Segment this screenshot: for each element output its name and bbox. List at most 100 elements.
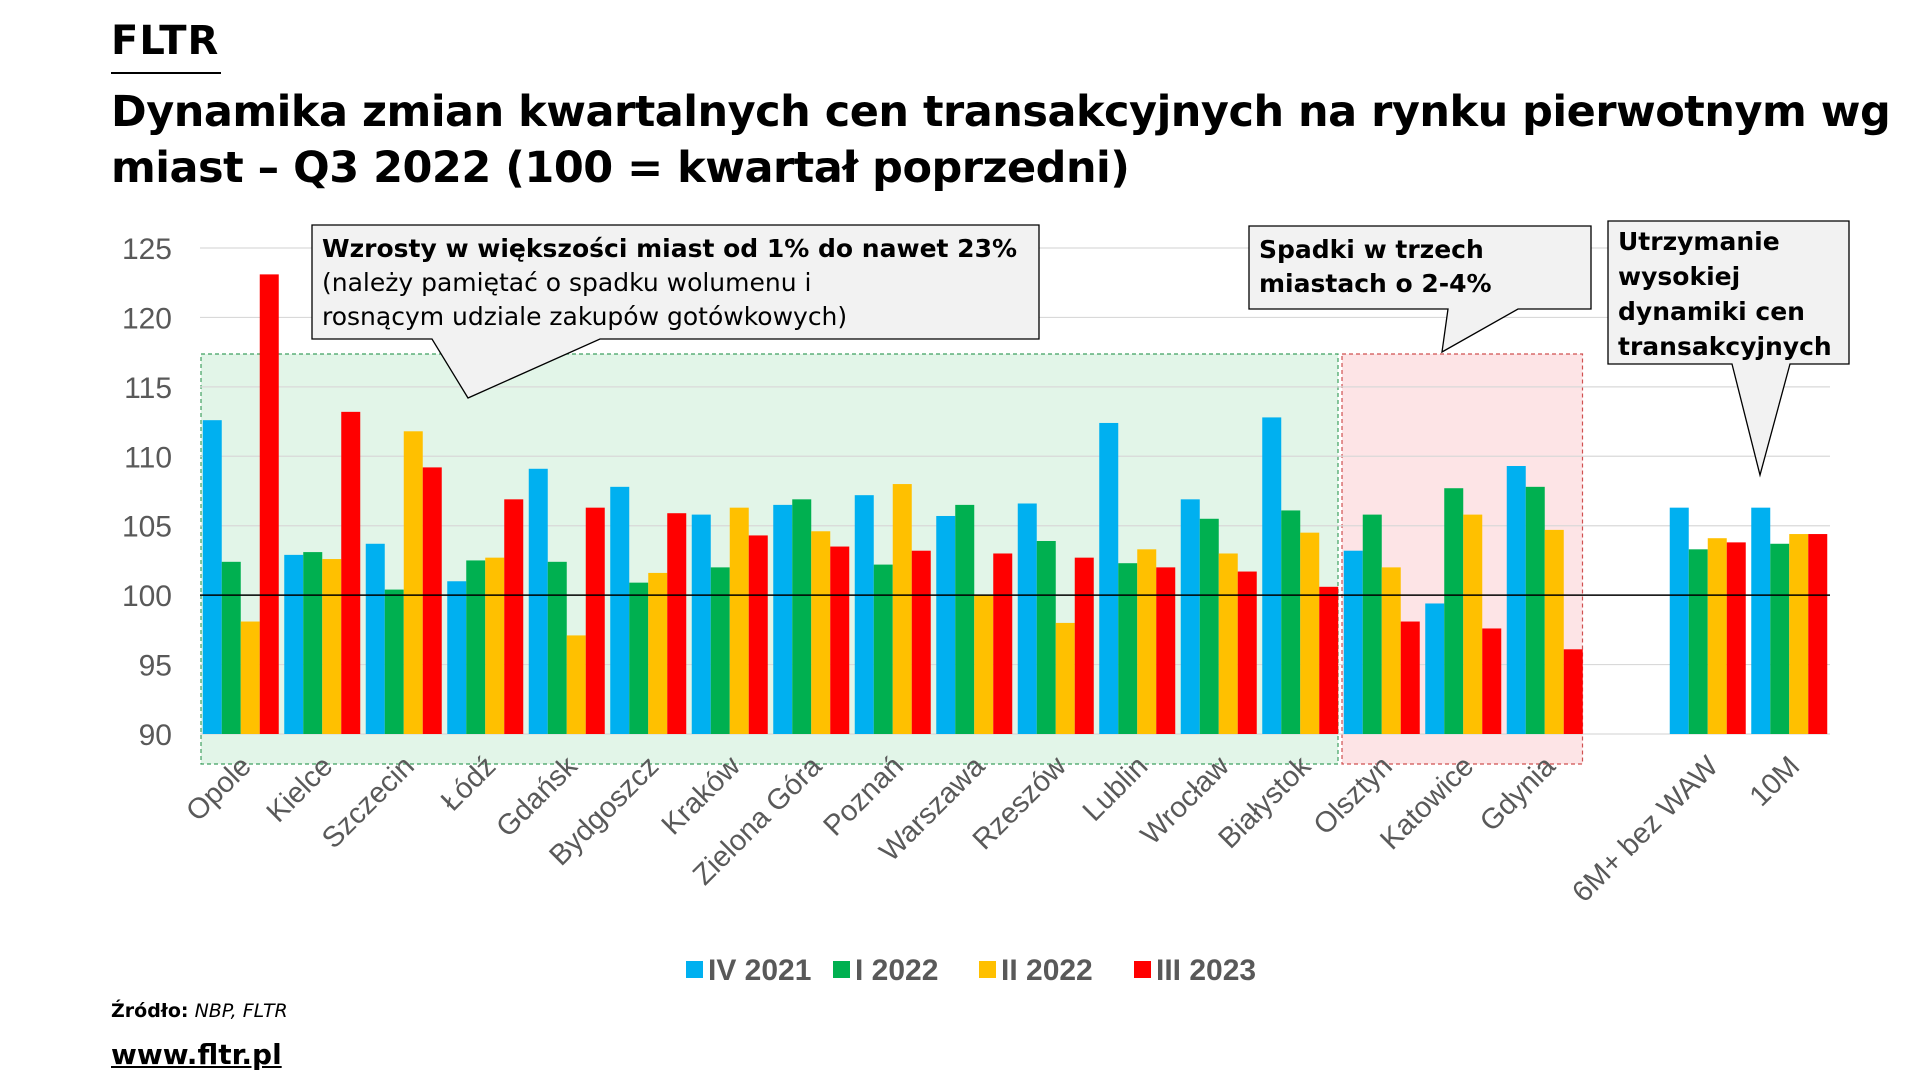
bar-2-11: [1137, 549, 1157, 734]
legend-swatch: [833, 961, 850, 978]
y-tick-label: 110: [124, 441, 172, 474]
bar-1-13: [1281, 510, 1301, 734]
x-tick-label: 10M: [1744, 750, 1807, 813]
legend-label: IV 2021: [708, 954, 811, 987]
bar-2-3: [485, 557, 505, 734]
bar-0-7: [773, 504, 793, 734]
y-tick-label: 125: [122, 233, 172, 266]
bar-3-19: [1808, 534, 1828, 734]
bar-1-12: [1199, 518, 1219, 734]
bar-0-8: [854, 495, 874, 734]
bar-3-13: [1319, 586, 1339, 734]
bar-3-5: [667, 513, 687, 734]
y-tick-label: 90: [139, 719, 172, 752]
bar-0-4: [528, 468, 548, 734]
y-tick-label: 115: [124, 372, 172, 405]
y-tick-label: 95: [139, 650, 172, 683]
website-link[interactable]: www.fltr.pl: [111, 1038, 282, 1071]
bar-2-2: [403, 431, 423, 734]
bar-2-7: [811, 531, 831, 734]
bar-1-19: [1770, 543, 1790, 734]
callout-aggregate-text: Utrzymanie: [1618, 227, 1780, 256]
bar-2-13: [1300, 532, 1320, 734]
bar-3-7: [830, 546, 850, 734]
bar-1-16: [1525, 486, 1545, 734]
bar-1-11: [1118, 563, 1138, 734]
bar-3-16: [1563, 649, 1583, 734]
source-value: NBP, FLTR: [194, 1000, 288, 1022]
bar-1-9: [955, 504, 975, 734]
bar-0-16: [1506, 466, 1526, 734]
bar-3-9: [993, 553, 1013, 734]
callout-growth-text: rosnącym udziale zakupów gotówkowych): [322, 302, 847, 331]
bar-0-14: [1343, 550, 1363, 734]
brand-underline: [111, 72, 221, 74]
callout-growth: [311, 224, 1040, 399]
bar-0-5: [610, 486, 630, 734]
bar-1-18: [1688, 549, 1708, 734]
bar-3-0: [259, 274, 279, 734]
bar-2-5: [648, 572, 668, 734]
y-tick-label: 120: [122, 302, 172, 335]
bar-2-8: [892, 484, 912, 734]
bar-2-10: [1055, 622, 1075, 734]
bar-2-4: [566, 635, 586, 734]
bar-3-18: [1726, 542, 1746, 734]
bar-0-10: [1017, 503, 1037, 734]
bar-1-6: [710, 567, 730, 734]
bar-0-18: [1669, 507, 1689, 734]
bar-2-6: [729, 507, 749, 734]
bar-2-16: [1544, 529, 1564, 734]
bar-0-0: [202, 420, 222, 734]
bar-3-14: [1400, 621, 1420, 734]
callout-growth-text: (należy pamiętać o spadku wolumenu i: [322, 268, 811, 297]
source-note: Źródło: NBP, FLTR: [111, 1000, 288, 1022]
bar-1-10: [1036, 540, 1056, 734]
bar-1-4: [547, 561, 567, 734]
legend-swatch: [1134, 961, 1151, 978]
bar-3-15: [1482, 628, 1502, 734]
legend-swatch: [979, 961, 996, 978]
y-tick-label: 100: [122, 580, 172, 613]
callout-decline-text: Spadki w trzech: [1259, 235, 1484, 264]
bar-1-5: [629, 582, 649, 734]
source-label: Źródło:: [111, 1000, 189, 1022]
bar-2-18: [1707, 538, 1727, 734]
bar-1-7: [792, 499, 812, 734]
callout-aggregate: [1607, 220, 1850, 478]
bar-3-10: [1074, 557, 1094, 734]
y-tick-label: 105: [122, 511, 172, 544]
bar-0-12: [1180, 499, 1200, 734]
bar-3-8: [911, 550, 931, 734]
bar-0-13: [1262, 417, 1282, 734]
brand-logo: FLTR: [111, 18, 220, 64]
bar-3-6: [748, 535, 768, 734]
bar-1-1: [303, 552, 323, 734]
bar-0-2: [365, 543, 385, 734]
bar-2-0: [240, 621, 260, 734]
bar-2-9: [974, 595, 994, 734]
bar-3-1: [341, 411, 361, 734]
bar-1-3: [466, 560, 486, 734]
legend-label: II 2022: [1001, 954, 1093, 987]
bar-3-11: [1156, 567, 1176, 734]
bar-0-9: [936, 515, 956, 734]
bar-0-3: [447, 581, 467, 734]
bar-3-3: [504, 499, 524, 734]
bar-3-12: [1237, 571, 1257, 734]
callout-decline-text: miastach o 2-4%: [1259, 269, 1492, 298]
bar-3-4: [585, 507, 605, 734]
x-tick-label: 6M+ bez WAW: [1566, 750, 1725, 909]
bar-0-11: [1099, 422, 1119, 734]
callout-growth-text: Wzrosty w większości miast od 1% do nawe…: [322, 234, 1017, 263]
legend-swatch: [686, 961, 703, 978]
bar-1-15: [1444, 488, 1464, 734]
bar-2-15: [1463, 514, 1483, 734]
bar-1-2: [384, 589, 404, 734]
bar-1-8: [873, 564, 893, 734]
bar-1-0: [221, 561, 241, 734]
callout-aggregate-text: dynamiki cen: [1618, 297, 1805, 326]
bar-0-6: [691, 514, 711, 734]
bar-0-19: [1751, 507, 1771, 734]
